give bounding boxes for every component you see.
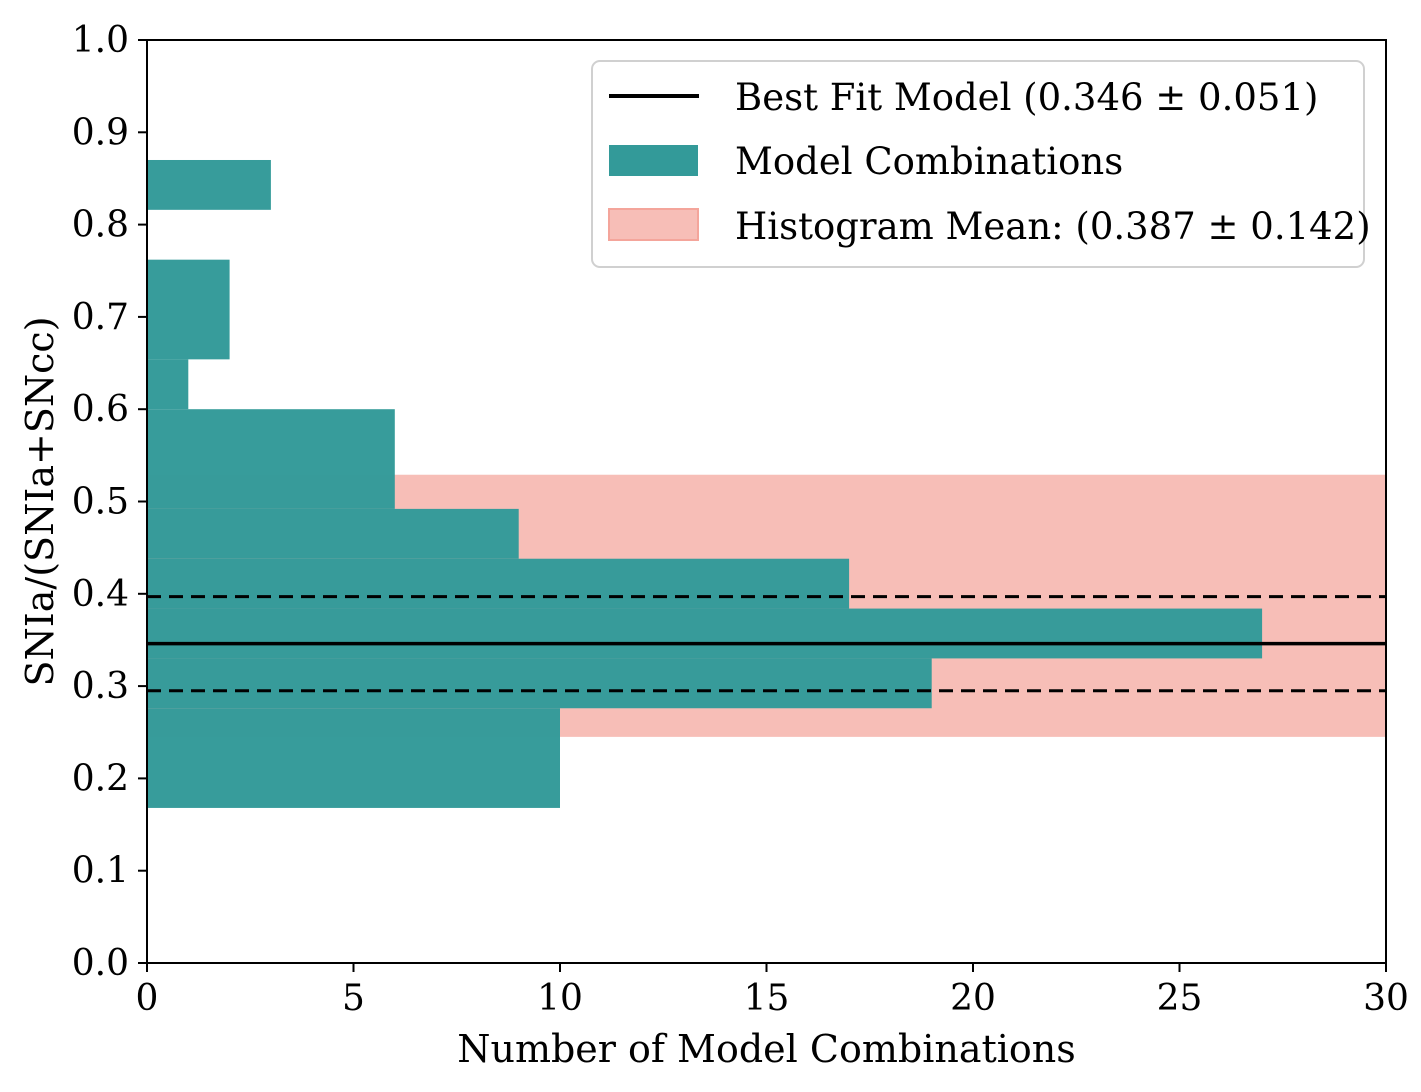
y-tick-label-7: 0.7 xyxy=(72,297,129,338)
y-tick-label-6: 0.6 xyxy=(72,389,129,430)
y-tick-label-5: 0.5 xyxy=(72,482,129,523)
y-tick-label-4: 0.4 xyxy=(72,574,129,615)
axis-ticks: 0 5 10 15 20 25 30 0.0 0.1 0.2 0.3 0.4 0.5 0.6 0.7 0.8 0… xyxy=(72,20,1409,1019)
y-tick-label-9: 0.9 xyxy=(72,112,129,153)
x-tick-label-1: 5 xyxy=(342,978,365,1019)
legend-best-fit-label: Best Fit Model (0.346 ± 0.051) xyxy=(735,76,1318,119)
histogram-bar-0 xyxy=(147,708,560,808)
histogram-bar-6 xyxy=(147,359,189,410)
y-tick-label-3: 0.3 xyxy=(72,666,129,707)
legend-histogram-mean-swatch xyxy=(608,208,699,241)
histogram-bar-3 xyxy=(147,558,850,609)
histogram-bar-5 xyxy=(147,409,395,509)
histogram-bar-2 xyxy=(147,608,1263,659)
legend-model-combinations-swatch xyxy=(609,145,698,176)
histogram-bar-1 xyxy=(147,658,932,709)
y-tick-label-2: 0.2 xyxy=(72,758,129,799)
x-tick-label-5: 25 xyxy=(1157,978,1203,1019)
legend-model-combinations-label: Model Combinations xyxy=(735,140,1123,183)
legend-frame xyxy=(591,60,1365,268)
legend-histogram-mean-label: Histogram Mean: (0.387 ± 0.142) xyxy=(735,205,1371,248)
x-tick-label-0: 0 xyxy=(136,978,159,1019)
best-fit-lines xyxy=(147,595,1386,693)
x-tick-label-6: 30 xyxy=(1363,978,1409,1019)
x-axis-label: Number of Model Combinations xyxy=(457,1027,1076,1071)
histogram-bar-8 xyxy=(147,159,271,210)
histogram-bar-4 xyxy=(147,508,519,559)
legend: Best Fit Model (0.346 ± 0.051) Model Com… xyxy=(591,60,1371,268)
histogram-bar-7 xyxy=(147,259,230,360)
x-tick-label-2: 10 xyxy=(537,978,583,1019)
y-tick-label-8: 0.8 xyxy=(72,205,129,246)
y-tick-label-0: 0.0 xyxy=(72,943,129,984)
x-tick-label-4: 20 xyxy=(950,978,996,1019)
y-tick-label-10: 1.0 xyxy=(72,20,129,61)
y-tick-label-1: 0.1 xyxy=(72,851,129,892)
x-tick-label-3: 15 xyxy=(744,978,790,1019)
histogram-bars xyxy=(147,159,1263,808)
y-axis-label: SNIa/(SNIa+SNcc) xyxy=(18,316,62,686)
